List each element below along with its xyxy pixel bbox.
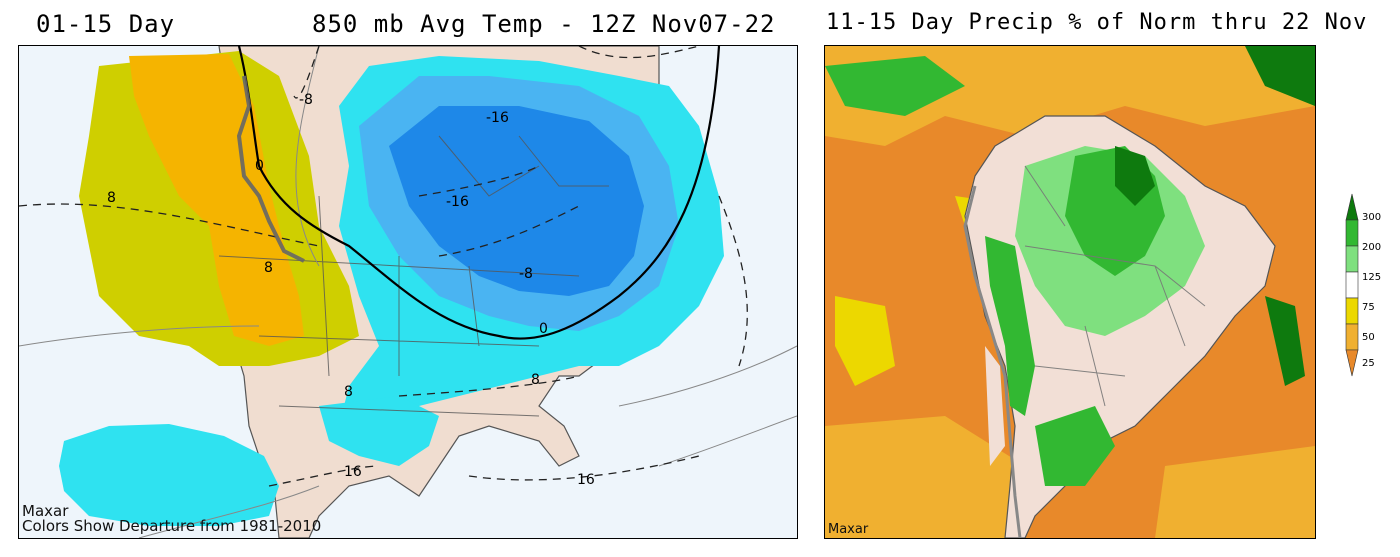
contour-label: -16 xyxy=(486,110,509,126)
dashed-contours xyxy=(19,46,748,487)
dry-mid-areas xyxy=(825,46,1315,146)
coastline-west xyxy=(236,75,305,263)
right-map-credit: Maxar xyxy=(828,522,869,537)
cold-anomaly-light-south xyxy=(319,396,439,466)
legend-label: 50 xyxy=(1362,332,1375,343)
legend-color-swatch xyxy=(1345,271,1359,299)
contour-label: 8 xyxy=(344,384,353,400)
borders xyxy=(1024,165,1206,407)
temperature-map-graphic: -16 -16 -8 0 0 8 8 8 8 -8 16 16 xyxy=(19,46,797,538)
legend-label: 200 xyxy=(1362,242,1381,253)
contour-label: 0 xyxy=(255,158,264,174)
left-map-credit: Maxar xyxy=(22,502,69,520)
precip-map-graphic xyxy=(825,46,1315,538)
dry-mid-south xyxy=(825,416,1025,538)
precip-percent-map: Maxar xyxy=(824,45,1316,539)
warm-anomaly-mid xyxy=(129,54,304,346)
contour-label: 16 xyxy=(577,472,595,488)
contour-label: -8 xyxy=(299,92,313,108)
right-map-title: 11-15 Day Precip % of Norm thru 22 Nov xyxy=(826,10,1368,35)
legend-color-swatch xyxy=(1345,349,1359,377)
dry-light-west xyxy=(835,296,895,386)
legend-label: 125 xyxy=(1362,272,1381,283)
contour-label: -8 xyxy=(519,266,533,282)
zero-contour xyxy=(237,46,721,340)
wet-south xyxy=(1035,406,1115,486)
legend-color-swatch xyxy=(1345,219,1359,247)
thin-contours xyxy=(19,46,797,538)
contour-label: 0 xyxy=(539,321,548,337)
dry-mid-east xyxy=(1155,446,1315,538)
left-map-title: 850 mb Avg Temp - 12Z Nov07-22 xyxy=(312,10,776,38)
cold-anomaly-pacific xyxy=(59,424,279,526)
borders xyxy=(218,135,609,417)
legend-label: 25 xyxy=(1362,358,1375,369)
green-northeast xyxy=(1245,46,1315,106)
wet-east-coast xyxy=(1265,296,1305,386)
temperature-departure-map: -16 -16 -8 0 0 8 8 8 8 -8 16 16 Maxar Co… xyxy=(18,45,798,539)
near-normal-west xyxy=(985,346,1005,466)
left-map-footnote: Colors Show Departure from 1981-2010 xyxy=(22,517,322,535)
legend-color-swatch xyxy=(1345,193,1359,221)
coastline-west xyxy=(963,185,1022,538)
legend-label: 300 xyxy=(1362,212,1381,223)
legend-color-swatch xyxy=(1345,297,1359,325)
left-map-title-period: 01-15 Day xyxy=(36,10,176,38)
contour-label: -16 xyxy=(446,194,469,210)
cold-anomaly-strong xyxy=(389,106,644,296)
contour-label: 8 xyxy=(107,190,116,206)
contour-label: 8 xyxy=(264,260,273,276)
contour-label: 8 xyxy=(531,372,540,388)
green-north xyxy=(825,56,965,116)
legend-color-swatch xyxy=(1345,323,1359,351)
legend-label: 75 xyxy=(1362,302,1375,313)
legend-color-swatch xyxy=(1345,245,1359,273)
precip-legend: 300 200 125 75 50 25 xyxy=(1345,193,1381,377)
wet-andes xyxy=(985,236,1035,416)
contour-label: 16 xyxy=(344,464,362,480)
wet-strong-amazon xyxy=(1115,146,1155,206)
